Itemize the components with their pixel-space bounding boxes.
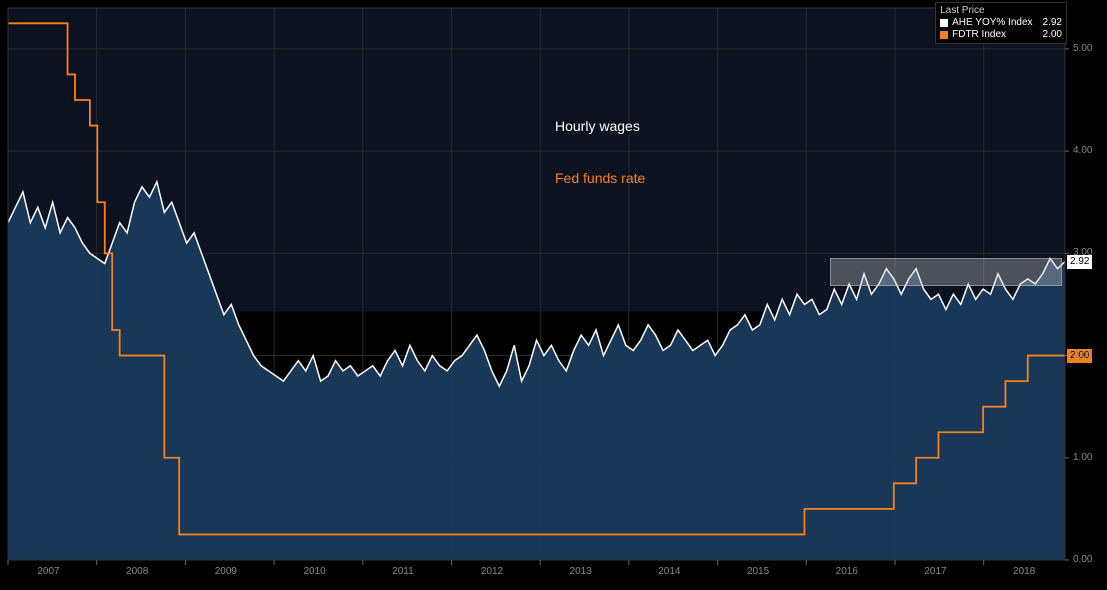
x-axis-year-label: 2017 — [924, 566, 946, 577]
legend-title: Last Price — [940, 5, 1062, 17]
x-axis-year-label: 2012 — [481, 566, 503, 577]
y-axis-tick-label: 0.00 — [1073, 554, 1092, 565]
legend-label: AHE YOY% Index — [952, 17, 1032, 29]
y-axis-tick-label: 1.00 — [1073, 452, 1092, 463]
x-axis-year-label: 2007 — [37, 566, 59, 577]
y-axis-tick-label: 5.00 — [1073, 43, 1092, 54]
x-axis-year-label: 2011 — [392, 566, 414, 577]
y-axis-tick-label: 2.00 — [1073, 350, 1092, 361]
legend-value: 2.92 — [1043, 17, 1062, 29]
legend-swatch-icon — [940, 19, 948, 27]
x-axis-year-label: 2018 — [1013, 566, 1035, 577]
bloomberg-chart: Last Price AHE YOY% Index 2.92 FDTR Inde… — [0, 0, 1107, 590]
x-axis-year-label: 2008 — [126, 566, 148, 577]
x-axis-year-label: 2013 — [570, 566, 592, 577]
legend-value: 2.00 — [1043, 29, 1062, 41]
chart-canvas — [0, 0, 1107, 590]
legend-row: FDTR Index 2.00 — [940, 29, 1062, 41]
x-axis-year-label: 2009 — [215, 566, 237, 577]
legend-swatch-icon — [940, 31, 948, 39]
y-axis-tick-label: 3.00 — [1073, 247, 1092, 258]
legend-label: FDTR Index — [952, 29, 1032, 41]
x-axis-year-label: 2010 — [303, 566, 325, 577]
legend-box: Last Price AHE YOY% Index 2.92 FDTR Inde… — [935, 2, 1067, 44]
x-axis-year-label: 2014 — [658, 566, 680, 577]
y-axis-tick-label: 4.00 — [1073, 145, 1092, 156]
legend-row: AHE YOY% Index 2.92 — [940, 17, 1062, 29]
x-axis-year-label: 2016 — [836, 566, 858, 577]
x-axis-year-label: 2015 — [747, 566, 769, 577]
